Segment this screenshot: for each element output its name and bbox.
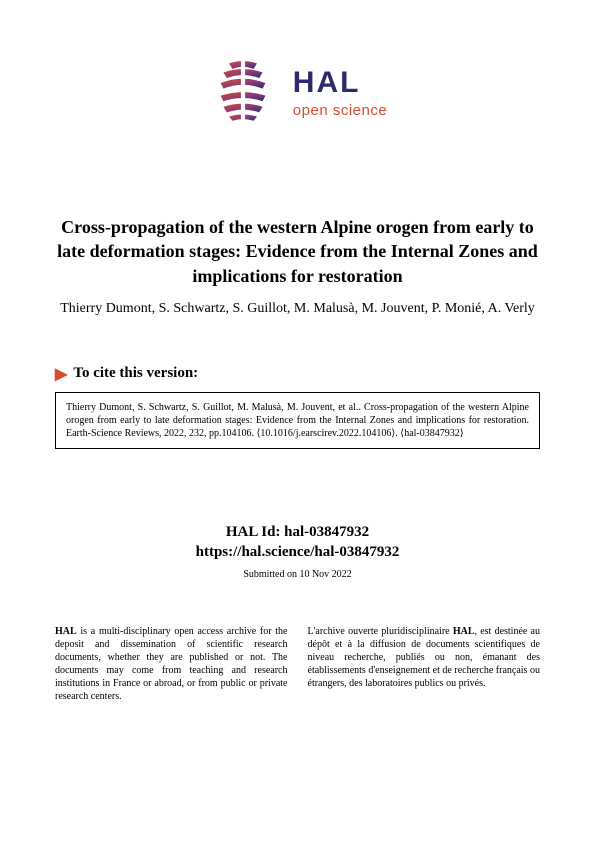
hal-url[interactable]: https://hal.science/hal-03847932 (0, 544, 595, 561)
hal-logo-icon (208, 55, 278, 130)
hal-id: HAL Id: hal-03847932 (0, 524, 595, 541)
cite-box: Thierry Dumont, S. Schwartz, S. Guillot,… (55, 392, 540, 449)
hal-id-block: HAL Id: hal-03847932 https://hal.science… (0, 524, 595, 580)
logo-area: HAL open science (0, 0, 595, 130)
footer-left: HAL is a multi-disciplinary open access … (55, 625, 288, 703)
footer: HAL is a multi-disciplinary open access … (0, 625, 595, 703)
authors: Thierry Dumont, S. Schwartz, S. Guillot,… (55, 298, 540, 319)
paper-title: Cross-propagation of the western Alpine … (55, 215, 540, 288)
logo-text: HAL open science (293, 66, 387, 119)
cite-title: To cite this version: (73, 365, 198, 382)
cite-header: ▶ To cite this version: (55, 364, 540, 384)
logo-hal-text: HAL (293, 66, 387, 100)
footer-right: L'archive ouverte pluridisciplinaire HAL… (308, 625, 541, 703)
submitted-date: Submitted on 10 Nov 2022 (0, 569, 595, 580)
cite-section: ▶ To cite this version: Thierry Dumont, … (0, 364, 595, 449)
logo-sub-text: open science (293, 102, 387, 119)
title-block: Cross-propagation of the western Alpine … (0, 215, 595, 319)
arrow-icon: ▶ (55, 364, 67, 384)
